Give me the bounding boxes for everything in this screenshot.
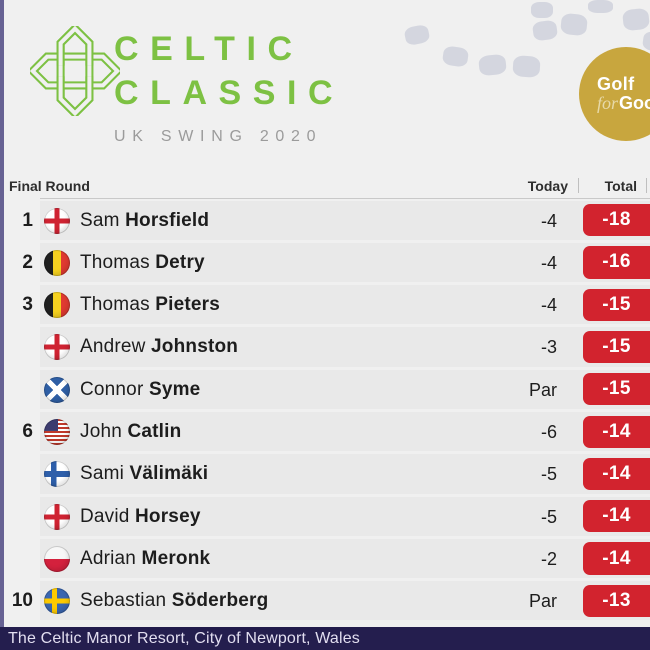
sweden-flag-icon [44, 588, 70, 615]
badge-text-forgood: forGood [597, 93, 650, 113]
today-score: -5 [540, 464, 557, 485]
total-score-badge: -13 [583, 584, 650, 617]
scotland-flag-icon [44, 376, 70, 403]
leaderboard-row: 2 Thomas Detry -4 -16 [0, 242, 650, 284]
total-score-badge: -14 [583, 542, 650, 575]
leaderboard-row: 1 Sam Horsfield -4 -18 [0, 200, 650, 242]
event-title-line1: CELTIC [114, 30, 304, 68]
row-stripe [40, 538, 650, 579]
row-stripe [40, 242, 650, 283]
leaderboard-row: 6 John Catlin -6 -14 [0, 411, 650, 453]
position-number: 10 [11, 590, 33, 612]
golfball-dimple-pattern [395, 0, 650, 120]
england-flag-icon [44, 503, 70, 530]
today-score: Par [528, 379, 557, 400]
total-score-badge: -15 [583, 288, 650, 321]
belgium-flag-icon [44, 292, 70, 319]
row-stripe [40, 200, 650, 240]
column-header-total: Total [604, 178, 637, 194]
row-stripe [40, 454, 650, 494]
event-subtitle: UK SWING 2020 [114, 128, 323, 145]
golf-for-good-badge: Golf forGood [579, 47, 650, 141]
finland-flag-icon [44, 461, 70, 488]
position-number: 1 [22, 209, 33, 231]
badge-text-golf: Golf [597, 74, 635, 95]
england-flag-icon [44, 334, 70, 361]
leaderboard-row: 10 Sebastian Söderberg Par -13 [0, 580, 650, 622]
total-score-badge: -15 [583, 330, 650, 364]
usa-flag-icon [44, 419, 70, 445]
total-score-badge: -15 [583, 373, 650, 406]
player-name: Connor Syme [80, 378, 201, 400]
venue-text: The Celtic Manor Resort, City of Newport… [8, 629, 360, 647]
leaderboard-row: Connor Syme Par -15 [0, 369, 650, 411]
event-title-line2: CLASSIC [114, 74, 345, 112]
poland-flag-icon [44, 545, 70, 572]
position-number [0, 326, 33, 366]
position-number: 2 [22, 251, 33, 273]
venue-bar: The Celtic Manor Resort, City of Newport… [0, 627, 650, 650]
position-number [0, 369, 33, 409]
position-number [0, 496, 33, 536]
player-name: Sebastian Söderberg [80, 590, 269, 612]
position-number: 3 [22, 294, 33, 316]
player-name: Adrian Meronk [80, 547, 211, 569]
today-score: -4 [540, 252, 557, 273]
row-stripe [40, 412, 650, 452]
today-score: -4 [540, 210, 557, 231]
total-score-badge: -18 [583, 204, 650, 237]
column-divider [646, 178, 647, 193]
belgium-flag-icon [44, 249, 70, 276]
row-stripe [40, 285, 650, 325]
leaderboard-row: Adrian Meronk -2 -14 [0, 538, 650, 580]
round-label: Final Round [9, 178, 90, 194]
column-header-today: Today [527, 178, 568, 194]
celtic-knot-logo-icon [30, 26, 120, 116]
player-name: Andrew Johnston [80, 336, 239, 358]
leaderboard-row: Sami Välimäki -5 -14 [0, 453, 650, 495]
player-name: Thomas Detry [80, 251, 205, 273]
row-stripe [40, 369, 650, 409]
leaderboard-row: Andrew Johnston -3 -15 [0, 326, 650, 368]
position-number [0, 538, 33, 578]
column-divider [578, 178, 579, 193]
position-number: 6 [22, 421, 33, 442]
leaderboard-row: 3 Thomas Pieters -4 -15 [0, 284, 650, 326]
today-score: -3 [540, 337, 557, 358]
left-edge-accent [0, 0, 4, 627]
total-score-badge: -16 [583, 246, 650, 279]
position-number [0, 453, 33, 493]
row-stripe [40, 327, 650, 367]
player-name: David Horsey [80, 505, 201, 527]
player-name: Sam Horsfield [80, 209, 210, 231]
row-stripe [40, 581, 650, 621]
today-score: -4 [540, 295, 557, 316]
row-stripe [40, 496, 650, 536]
total-score-badge: -14 [583, 457, 650, 491]
england-flag-icon [44, 207, 70, 234]
player-name: Thomas Pieters [80, 294, 220, 316]
today-score: -6 [540, 422, 557, 442]
total-score-badge: -14 [583, 500, 650, 533]
today-score: -5 [540, 506, 557, 527]
player-name: Sami Välimäki [80, 463, 209, 485]
header-rule [40, 198, 650, 199]
today-score: Par [528, 591, 557, 612]
player-name: John Catlin [80, 421, 182, 442]
leaderboard-row: David Horsey -5 -14 [0, 496, 650, 538]
leaderboard-header: Final Round Today Total [0, 176, 650, 199]
total-score-badge: -14 [583, 415, 650, 448]
today-score: -2 [540, 548, 557, 569]
